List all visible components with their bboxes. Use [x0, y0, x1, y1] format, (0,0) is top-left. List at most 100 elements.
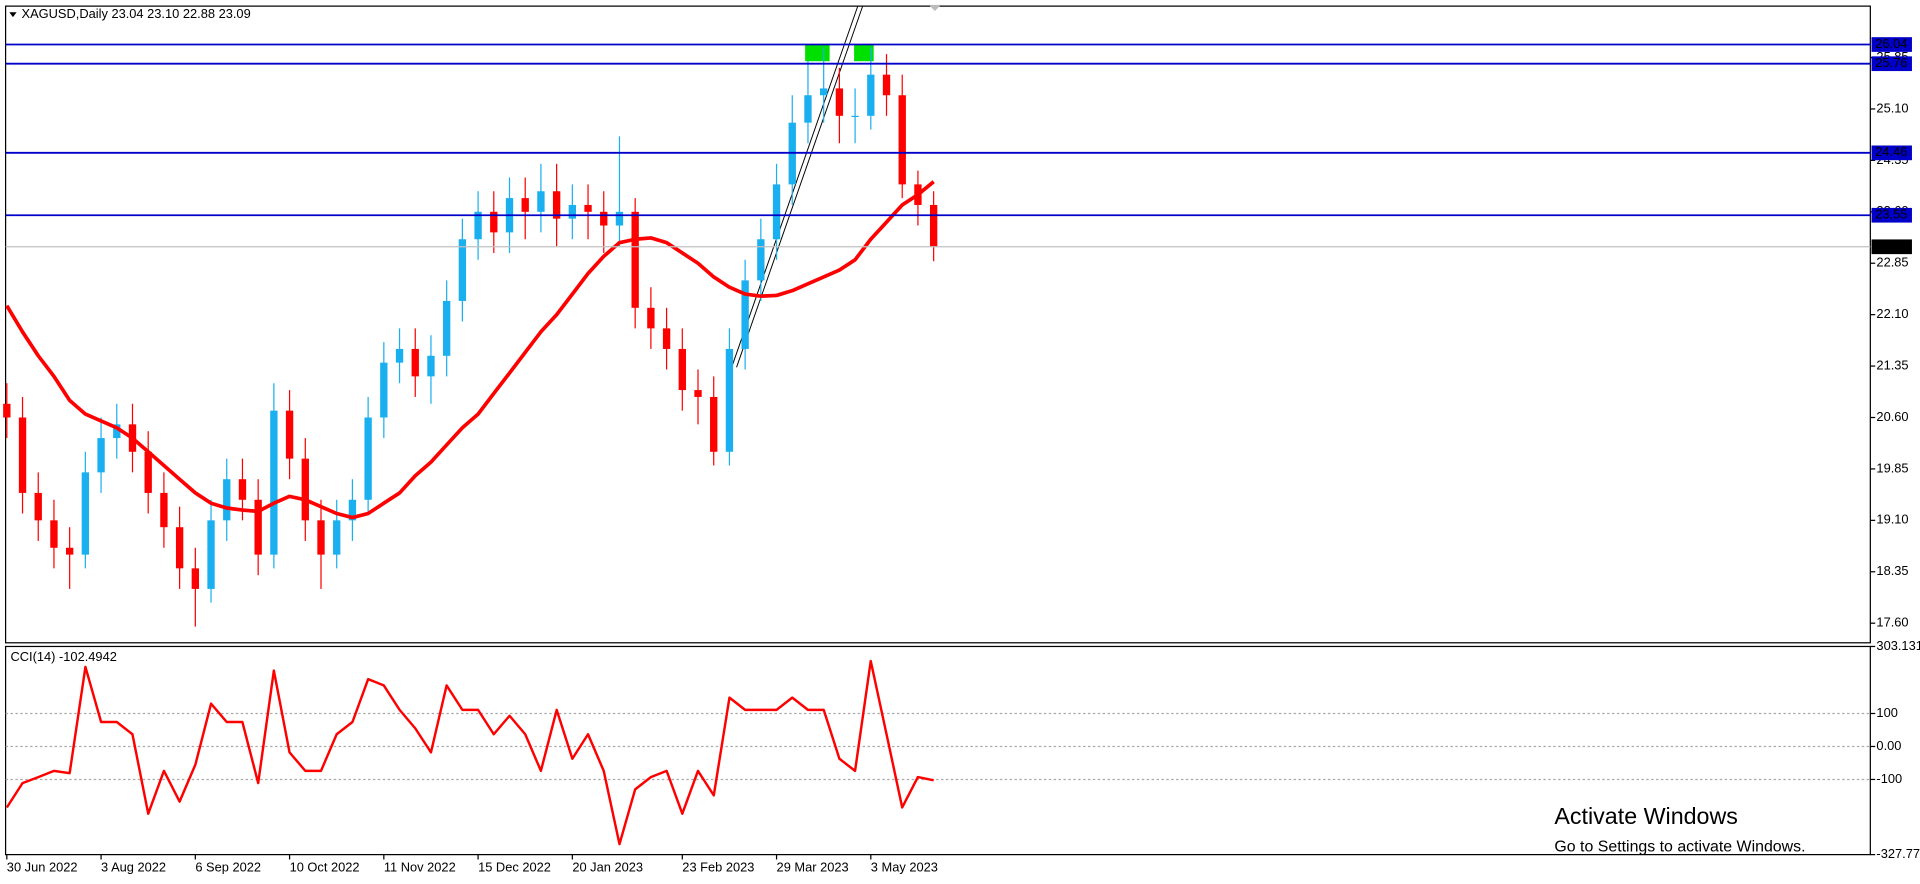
- candle-body: [835, 88, 844, 116]
- candle-body: [804, 95, 812, 123]
- price-level-label: 26.04: [1875, 36, 1907, 51]
- y-tick-label: 20.60: [1876, 409, 1908, 424]
- candle-body: [3, 403, 11, 418]
- candle-body: [725, 348, 734, 452]
- x-tick-label: 15 Dec 2022: [478, 859, 551, 874]
- candle-body: [929, 204, 938, 247]
- candle-body: [882, 74, 891, 96]
- candle-body: [317, 520, 325, 555]
- candle-body: [851, 115, 859, 118]
- candle-body: [710, 396, 718, 452]
- candle-body: [207, 520, 215, 589]
- candle-body: [333, 520, 341, 555]
- candle-body: [301, 458, 309, 521]
- y-tick-label: 303.131: [1876, 638, 1920, 653]
- candle-body: [411, 348, 419, 377]
- candle-body: [615, 211, 624, 226]
- candle-body: [380, 362, 388, 418]
- candle-body: [18, 417, 27, 493]
- candle-body: [521, 198, 529, 212]
- cci-panel: [4, 645, 1871, 856]
- y-tick-label: 25.10: [1876, 100, 1908, 115]
- candle-body: [552, 191, 561, 219]
- candle-body: [191, 568, 200, 589]
- x-tick-label: 20 Jan 2023: [572, 859, 643, 874]
- candle-body: [631, 211, 639, 308]
- y-tick-label: -327.770: [1876, 846, 1920, 861]
- candle-body: [647, 307, 655, 329]
- candle-body: [867, 74, 875, 116]
- candle-body: [254, 499, 262, 555]
- x-tick-label: 23 Feb 2023: [682, 859, 754, 874]
- candle-body: [694, 390, 702, 397]
- candle-body: [144, 451, 152, 493]
- last-price-label: 23.09: [1875, 238, 1907, 253]
- shift-marker: [928, 4, 942, 12]
- y-tick-label: -100: [1876, 771, 1902, 786]
- watermark-subtitle: Go to Settings to activate Windows.: [1554, 838, 1805, 855]
- candle-body: [238, 479, 247, 500]
- x-tick-label: 10 Oct 2022: [290, 859, 360, 874]
- candle-body: [772, 184, 781, 240]
- candle-body: [442, 300, 451, 356]
- chart-title: XAGUSD,Daily 23.04 23.10 22.88 23.09: [22, 6, 251, 21]
- candle-body: [34, 492, 42, 521]
- trend-line: [731, 5, 859, 368]
- candle-body: [270, 410, 278, 555]
- y-tick-label: 0.00: [1876, 738, 1901, 753]
- price-level-box: [1871, 37, 1912, 52]
- candle-body: [898, 95, 906, 185]
- watermark-title: Activate Windows: [1554, 803, 1737, 829]
- price-level-label: 24.46: [1875, 144, 1907, 159]
- y-tick-label: 19.10: [1876, 512, 1908, 527]
- candle-body: [568, 204, 577, 219]
- candle-body: [348, 499, 357, 521]
- candle-body: [600, 211, 608, 226]
- candle-body: [223, 479, 231, 521]
- menu-arrow[interactable]: [9, 12, 17, 18]
- candle-body: [537, 191, 545, 212]
- candle-body: [474, 211, 482, 240]
- last-price-box: [1871, 239, 1912, 255]
- candle-body: [50, 520, 58, 548]
- candle-body: [490, 211, 498, 233]
- highlight-box: [805, 44, 830, 62]
- indicator-title: CCI(14) -102.4942: [10, 649, 116, 664]
- candle-body: [285, 410, 294, 459]
- candle-body: [662, 328, 671, 349]
- y-tick-label: 21.35: [1876, 357, 1908, 372]
- trend-line: [736, 5, 864, 368]
- y-tick-label: 22.10: [1876, 306, 1908, 321]
- y-tick-label: 22.85: [1876, 255, 1908, 270]
- candle-body: [395, 348, 404, 363]
- x-tick-label: 3 May 2023: [871, 859, 938, 874]
- price-level-label: 25.76: [1875, 55, 1907, 70]
- candle-body: [584, 204, 592, 212]
- candle-body: [175, 527, 184, 569]
- x-tick-label: 30 Jun 2022: [7, 859, 78, 874]
- highlight-box: [854, 44, 874, 62]
- candle-body: [458, 239, 467, 301]
- candle-body: [364, 417, 372, 500]
- candle-body: [97, 438, 105, 473]
- x-tick-label: 29 Mar 2023: [777, 859, 849, 874]
- candle-body: [160, 492, 168, 528]
- x-tick-label: 6 Sep 2022: [195, 859, 261, 874]
- y-tick-label: 100: [1876, 705, 1897, 720]
- cci-line: [5, 659, 934, 846]
- candle-body: [65, 547, 74, 555]
- y-tick-label: 19.85: [1876, 460, 1908, 475]
- y-tick-label: 18.35: [1876, 563, 1908, 578]
- candle-body: [427, 355, 435, 377]
- price-level-box: [1871, 56, 1912, 72]
- price-level-label: 23.55: [1875, 207, 1907, 222]
- price-level-box: [1871, 207, 1912, 223]
- x-tick-label: 11 Nov 2022: [384, 859, 456, 874]
- candle-body: [678, 348, 686, 391]
- candle-body: [81, 472, 90, 555]
- candle-body: [820, 88, 828, 96]
- x-tick-label: 3 Aug 2022: [101, 859, 166, 874]
- moving-average: [5, 180, 935, 520]
